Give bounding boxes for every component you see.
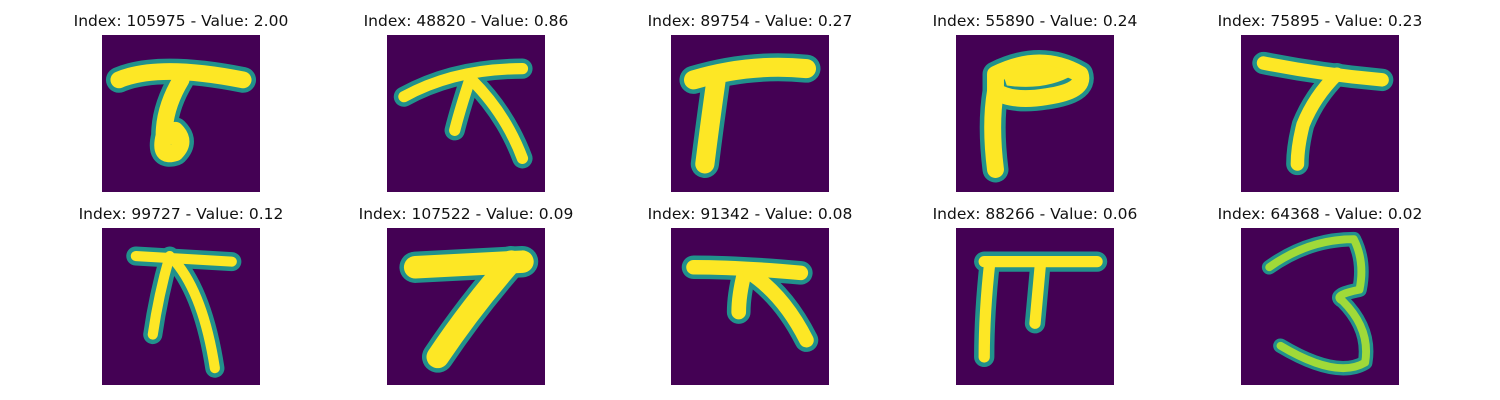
character-image: [387, 228, 545, 385]
panel-title: Index: 75895 - Value: 0.23: [1217, 12, 1423, 30]
character-image: [671, 228, 829, 385]
grid-panel: Index: 64368 - Value: 0.02: [1210, 203, 1430, 385]
grid-panel: Index: 55890 - Value: 0.24: [925, 10, 1145, 192]
panel-title: Index: 48820 - Value: 0.86: [363, 12, 569, 30]
panel-title: Index: 88266 - Value: 0.06: [932, 205, 1138, 223]
panel-title: Index: 64368 - Value: 0.02: [1217, 205, 1423, 223]
panel-title: Index: 99727 - Value: 0.12: [78, 205, 284, 223]
character-image: [102, 35, 260, 192]
character-image: [387, 35, 545, 192]
grid-panel: Index: 105975 - Value: 2.00: [71, 10, 291, 192]
character-image: [671, 35, 829, 192]
grid-panel: Index: 107522 - Value: 0.09: [356, 203, 576, 385]
panel-title: Index: 91342 - Value: 0.08: [647, 205, 853, 223]
grid-panel: Index: 48820 - Value: 0.86: [356, 10, 576, 192]
grid-panel: Index: 75895 - Value: 0.23: [1210, 10, 1430, 192]
panel-title: Index: 107522 - Value: 0.09: [358, 205, 574, 223]
grid-panel: Index: 89754 - Value: 0.27: [640, 10, 860, 192]
panel-title: Index: 55890 - Value: 0.24: [932, 12, 1138, 30]
panel-title: Index: 89754 - Value: 0.27: [647, 12, 853, 30]
character-image: [102, 228, 260, 385]
character-image: [956, 228, 1114, 385]
character-image: [1241, 35, 1399, 192]
grid-panel: Index: 99727 - Value: 0.12: [71, 203, 291, 385]
grid-panel: Index: 91342 - Value: 0.08: [640, 203, 860, 385]
character-image: [956, 35, 1114, 192]
grid-panel: Index: 88266 - Value: 0.06: [925, 203, 1145, 385]
character-image: [1241, 228, 1399, 385]
panel-title: Index: 105975 - Value: 2.00: [73, 12, 289, 30]
